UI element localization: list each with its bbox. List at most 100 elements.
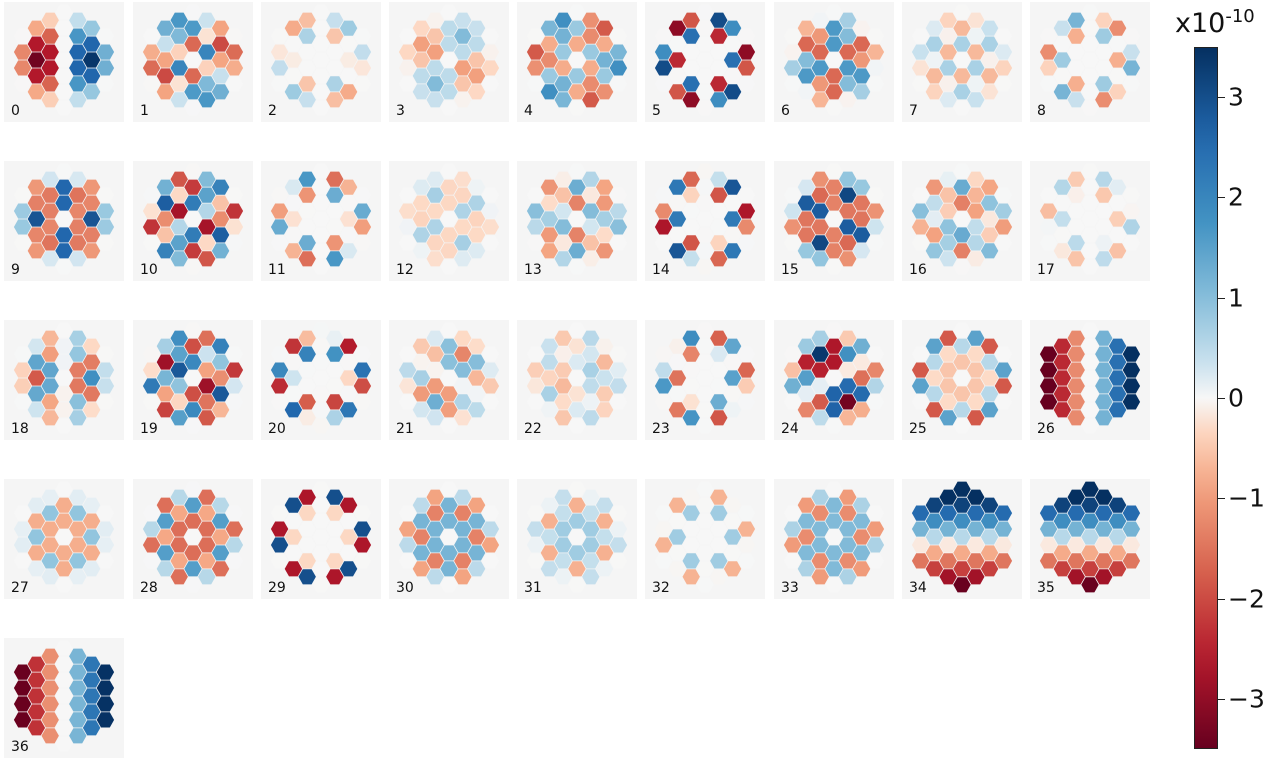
hex-segment xyxy=(184,227,202,243)
hex-segment xyxy=(353,378,372,394)
hex-segment xyxy=(696,418,714,434)
hex-segment xyxy=(426,553,444,569)
hex-segment xyxy=(198,28,216,44)
hex-segment xyxy=(852,529,871,545)
hex-segment xyxy=(939,171,957,187)
segment-map-panel: 21 xyxy=(389,320,509,440)
hex-segment xyxy=(13,187,32,203)
segment-map-svg xyxy=(398,4,500,116)
hex-segment xyxy=(595,529,614,545)
hex-segment xyxy=(96,553,115,569)
hex-segment xyxy=(184,68,202,84)
hex-segment xyxy=(953,195,971,211)
hex-segment xyxy=(568,481,586,497)
hex-segment xyxy=(170,346,188,362)
hex-segment xyxy=(967,362,985,378)
hex-segment xyxy=(225,537,244,553)
segment-map-panel: 16 xyxy=(902,161,1022,281)
hex-segment xyxy=(467,497,486,513)
panel-label: 21 xyxy=(396,421,414,437)
hex-segment xyxy=(783,187,802,203)
hex-segment xyxy=(696,68,714,84)
hex-segment xyxy=(198,219,216,235)
hex-segment xyxy=(27,402,46,418)
hex-segment xyxy=(225,362,244,378)
hex-segment xyxy=(911,235,930,251)
hex-segment xyxy=(156,370,175,386)
hex-segment xyxy=(696,84,714,100)
hex-segment xyxy=(582,28,600,44)
hex-segment xyxy=(225,235,244,251)
hex-segment xyxy=(270,76,289,92)
hex-segment xyxy=(211,36,230,52)
hex-segment xyxy=(270,28,289,44)
hex-segment xyxy=(852,179,871,195)
hex-segment xyxy=(1081,84,1099,100)
hex-segment xyxy=(184,84,202,100)
hex-segment xyxy=(298,44,316,60)
hex-segment xyxy=(55,354,73,370)
hex-segment xyxy=(326,187,344,203)
hex-segment xyxy=(568,4,586,20)
hex-segment xyxy=(911,521,930,537)
hex-segment xyxy=(13,203,32,219)
hex-segment xyxy=(96,76,115,92)
hex-segment xyxy=(980,513,999,529)
hex-segment xyxy=(13,219,32,235)
hex-segment xyxy=(312,195,330,211)
hex-segment xyxy=(994,553,1013,569)
hex-segment xyxy=(1081,243,1099,259)
hex-segment xyxy=(1095,521,1113,537)
hex-segment xyxy=(696,20,714,36)
hex-segment xyxy=(1108,52,1127,68)
hex-segment xyxy=(1095,569,1113,585)
segment-map-svg xyxy=(654,163,756,275)
hex-segment xyxy=(270,378,289,394)
hex-segment xyxy=(27,561,46,577)
hex-segment xyxy=(953,561,971,577)
hex-segment xyxy=(526,553,545,569)
hex-segment xyxy=(1095,410,1113,426)
hex-segment xyxy=(412,370,431,386)
hex-segment xyxy=(326,60,344,76)
hex-segment xyxy=(96,203,115,219)
hex-segment xyxy=(41,235,59,251)
hex-segment xyxy=(170,203,188,219)
hex-segment xyxy=(710,251,728,267)
hex-segment xyxy=(980,195,999,211)
hex-segment xyxy=(723,195,742,211)
hex-segment xyxy=(13,28,32,44)
hex-segment xyxy=(454,171,472,187)
hex-segment xyxy=(797,338,816,354)
segment-map-panel: 36 xyxy=(4,638,124,758)
segment-map-svg xyxy=(142,4,244,116)
hex-segment xyxy=(939,362,957,378)
hex-segment xyxy=(426,219,444,235)
hex-segment xyxy=(1081,195,1099,211)
hex-segment xyxy=(911,537,930,553)
segment-map-panel: 1 xyxy=(133,2,253,122)
hex-segment xyxy=(211,20,230,36)
hex-segment xyxy=(554,219,572,235)
hex-segment xyxy=(211,497,230,513)
hex-segment xyxy=(481,203,500,219)
hex-segment xyxy=(353,219,372,235)
hex-segment xyxy=(27,68,46,84)
hex-segment xyxy=(211,370,230,386)
hex-segment xyxy=(211,386,230,402)
hex-segment xyxy=(41,410,59,426)
hex-segment xyxy=(582,362,600,378)
hex-segment xyxy=(980,179,999,195)
hex-segment xyxy=(994,505,1013,521)
hex-segment xyxy=(454,187,472,203)
hex-segment xyxy=(682,60,700,76)
hex-segment xyxy=(170,489,188,505)
hex-segment xyxy=(526,505,545,521)
hex-segment xyxy=(440,100,458,116)
hex-segment xyxy=(69,187,87,203)
hex-segment xyxy=(825,577,843,593)
hex-segment xyxy=(440,338,458,354)
hex-segment xyxy=(994,235,1013,251)
hex-segment xyxy=(980,84,999,100)
hex-segment xyxy=(1053,513,1072,529)
